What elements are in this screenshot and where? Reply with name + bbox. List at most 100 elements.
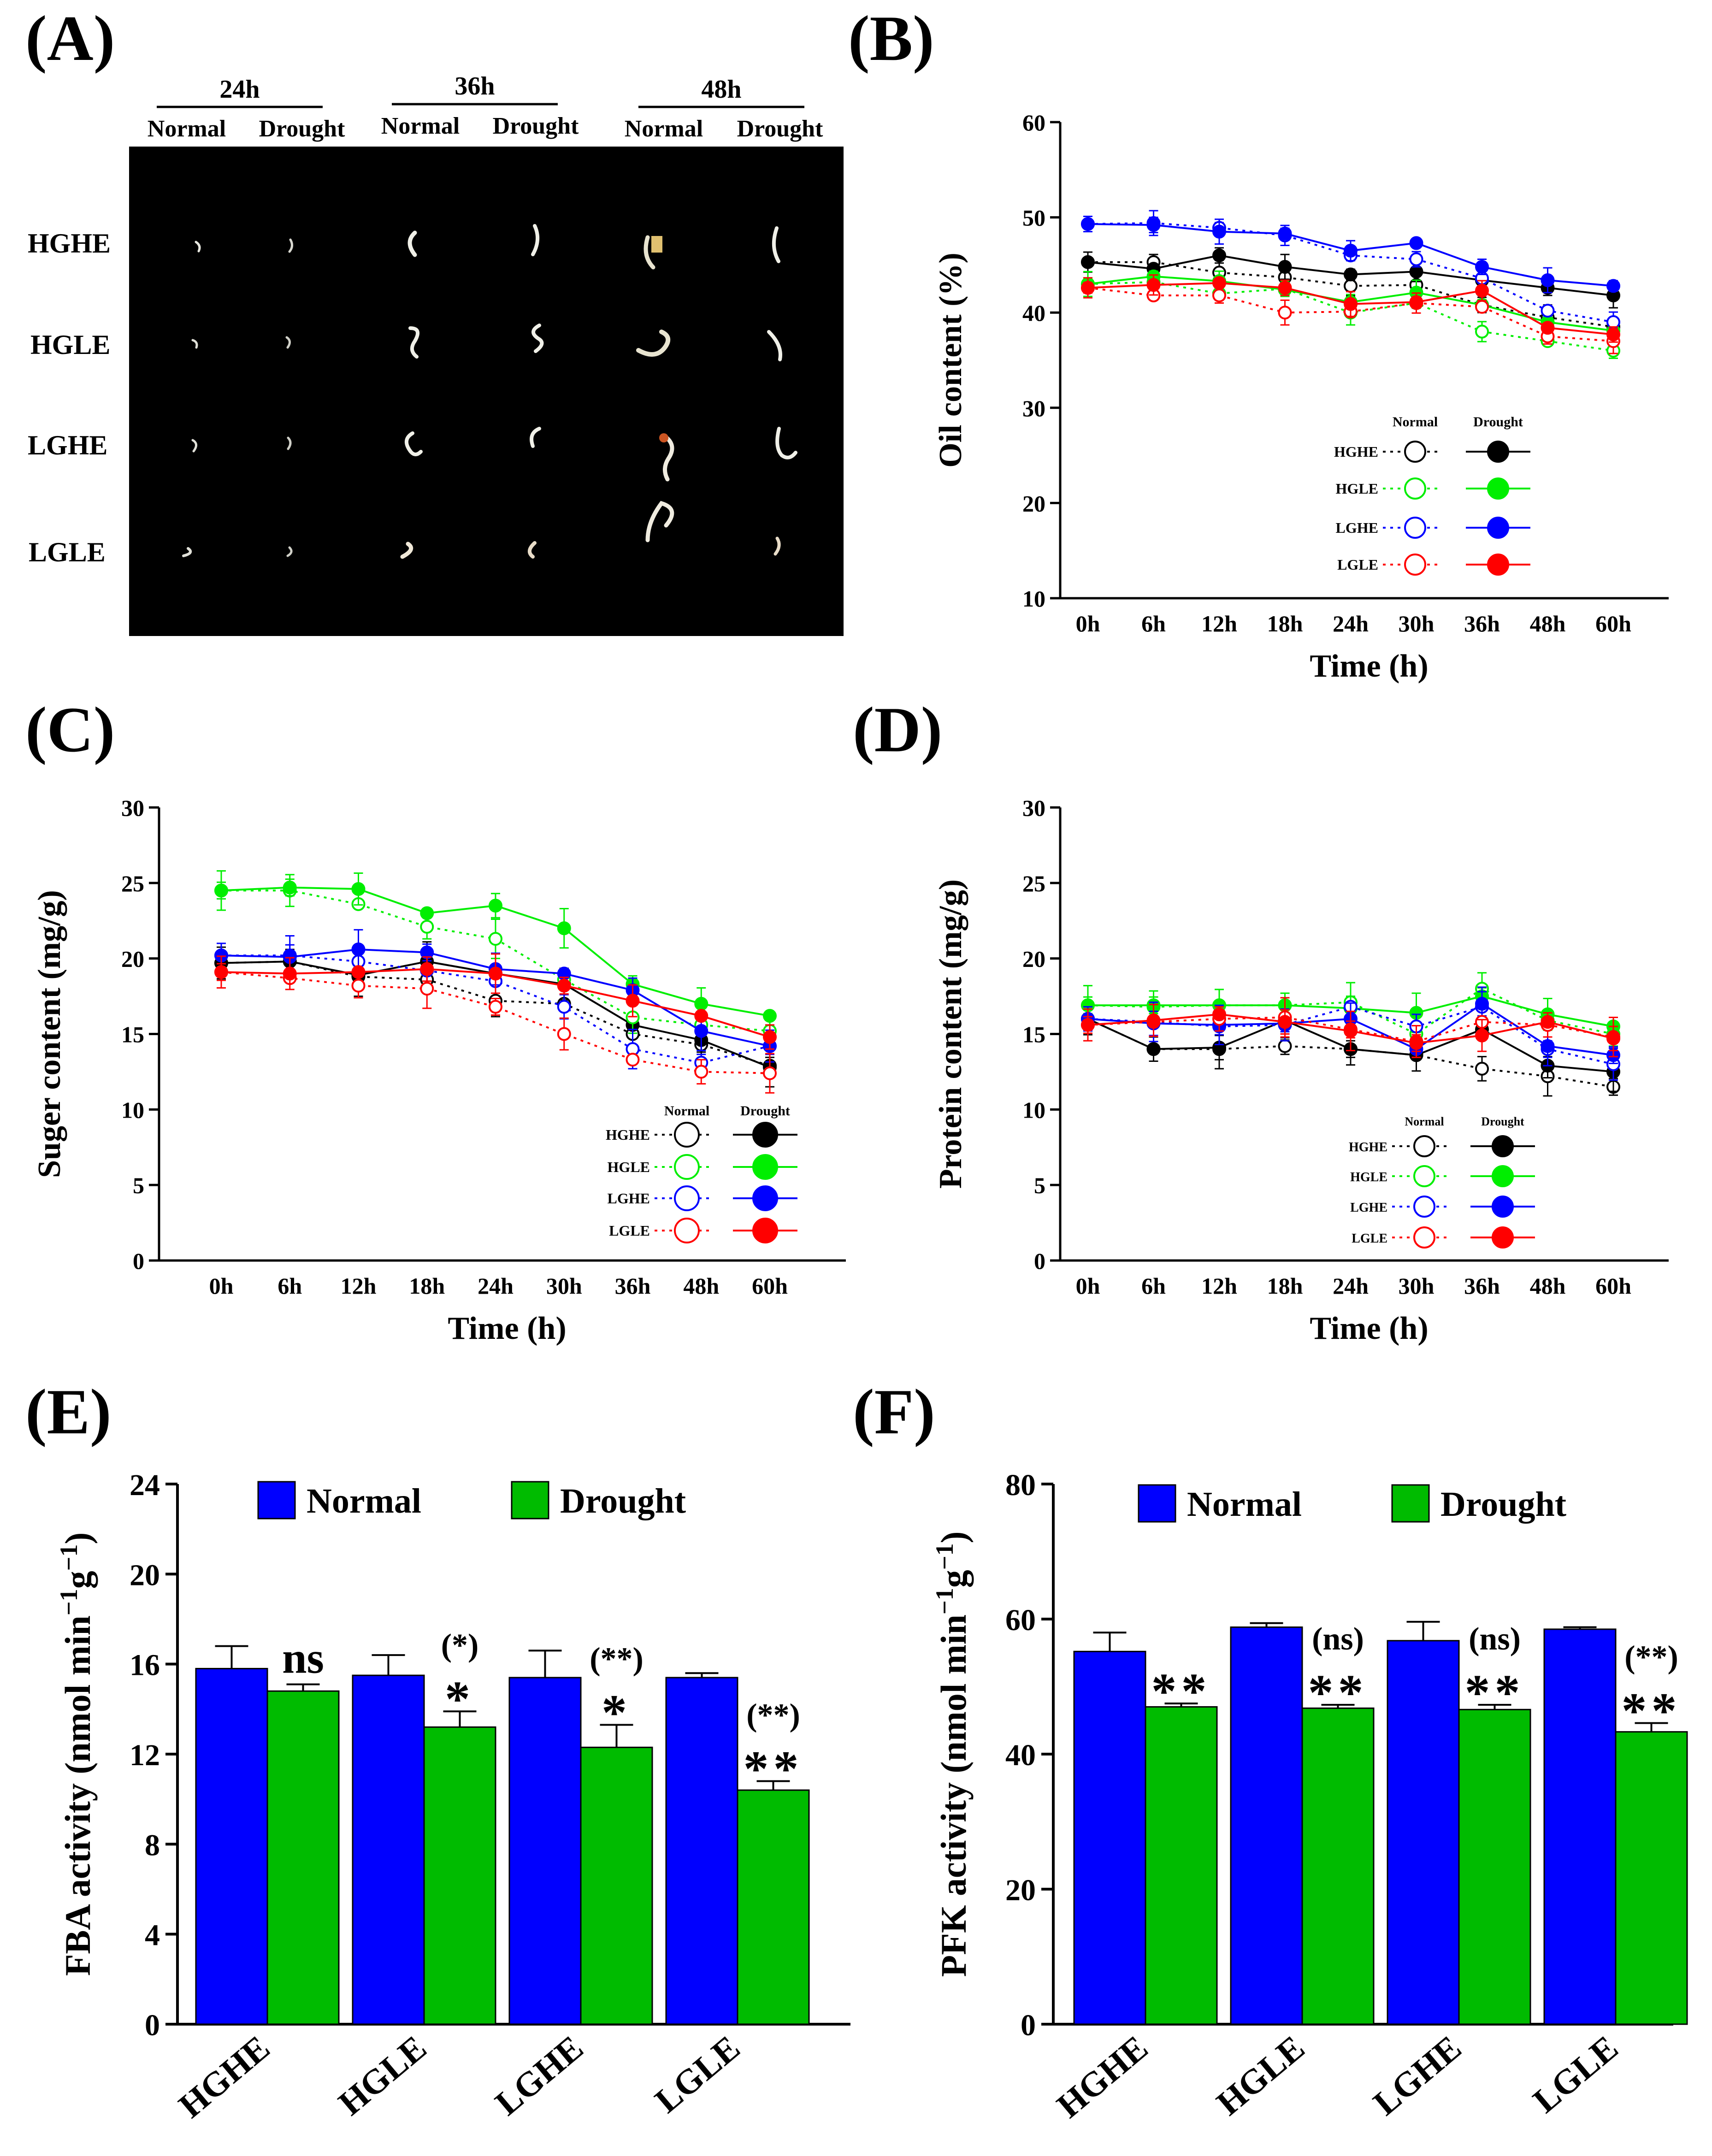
data-point-lgle-drought <box>1146 278 1161 292</box>
data-point-lghe-drought <box>1606 279 1620 293</box>
data-point-lgle-normal <box>1278 306 1292 320</box>
data-point-lghe-drought <box>694 1024 708 1038</box>
significance-annotation: (ns) <box>1312 1621 1364 1657</box>
data-point-lgle-normal <box>694 1065 708 1079</box>
y-axis-title-part: −1 <box>55 1589 83 1615</box>
bar-drought-hghe <box>266 1690 340 2025</box>
legend-header-drought: Drought <box>1481 1115 1524 1128</box>
x-tick-label: 24h <box>1333 1273 1369 1299</box>
data-point-lgle-drought <box>1409 1036 1423 1050</box>
significance-annotation: (*) <box>441 1628 479 1663</box>
significance-annotation: (**) <box>1624 1640 1678 1675</box>
data-point-lgle-drought <box>763 1030 777 1044</box>
y-axis-title-part: −1 <box>931 1588 958 1614</box>
seedling <box>191 439 197 453</box>
data-point-lgle-drought <box>1212 276 1226 290</box>
seedling <box>405 431 423 456</box>
legend-label-hghe: HGHE <box>1349 1140 1387 1155</box>
bar-normal-hghe <box>1073 1650 1146 2025</box>
y-tick-label: 0 <box>145 2009 160 2042</box>
y-tick-label: 30 <box>1022 395 1045 421</box>
significance-annotation: ** <box>1465 1664 1525 1720</box>
data-point-lghe-drought <box>1541 1039 1555 1053</box>
seedling <box>775 427 797 459</box>
data-point-lgle-drought <box>351 965 366 979</box>
data-point-hghe-drought <box>1212 248 1226 263</box>
y-axis-title-part: PFK activity (nmol min <box>933 1614 974 1977</box>
panel-letter-f: (F) <box>853 1376 935 1448</box>
row-label-lgle: LGLE <box>29 537 106 567</box>
legend-marker-drought <box>752 1185 778 1211</box>
series-line-hghe-normal <box>1088 261 1614 328</box>
data-point-hgle-normal <box>1475 324 1489 339</box>
bar-drought-lghe <box>1458 1708 1531 2025</box>
x-tick-label: 30h <box>546 1273 582 1299</box>
x-tick-label: 18h <box>409 1273 445 1299</box>
time-header-48h: 48h <box>701 75 741 104</box>
x-tick-label: 60h <box>1595 1273 1631 1299</box>
x-tick-label: 48h <box>683 1273 719 1299</box>
data-point-lgle-normal <box>420 982 434 996</box>
seedling <box>400 542 413 559</box>
row-label-hgle: HGLE <box>30 330 110 360</box>
data-point-hgle-drought <box>351 882 366 896</box>
data-point-lghe-drought <box>1278 226 1292 241</box>
x-tick-label: 30h <box>1399 611 1435 636</box>
significance-annotation: ** <box>1622 1683 1682 1739</box>
bar-normal-lgle <box>665 1677 738 2025</box>
time-header-24h: 24h <box>219 75 260 104</box>
row-label-hghe: HGHE <box>28 228 111 259</box>
panel-letter-e: (E) <box>25 1376 112 1448</box>
y-tick-label: 20 <box>1022 946 1045 972</box>
data-point-lghe-drought <box>1409 236 1423 250</box>
legend-marker-drought <box>752 1154 778 1180</box>
data-point-lgle-drought <box>1278 281 1292 295</box>
y-tick-label: 25 <box>121 871 144 896</box>
data-point-lghe-normal <box>557 1000 571 1014</box>
y-tick-label: 20 <box>1005 1873 1036 1907</box>
x-tick-label: 36h <box>615 1273 651 1299</box>
y-axis-title-part: −1 <box>55 1544 83 1571</box>
seedling <box>191 339 198 349</box>
y-tick-label: 10 <box>121 1097 144 1123</box>
legend-marker-drought <box>1487 517 1509 539</box>
data-point-lgle-drought <box>1606 1031 1620 1046</box>
seedling-photo <box>129 147 844 636</box>
chart-panel-c: 0 5 10 15 20 25 30 0h 6h 12h 18h 24h 30h 36h 48h 60h Tim… <box>32 795 846 1346</box>
data-point-lgle-drought <box>1606 327 1620 342</box>
legend: Normal Drought HGHE HGLE LGHE LGLE <box>1349 1115 1535 1249</box>
legend-marker-drought <box>752 1218 778 1243</box>
seedling <box>195 241 201 253</box>
data-point-hgle-normal <box>420 919 434 934</box>
legend-label-drought: Drought <box>560 1482 686 1520</box>
legend-marker-drought <box>1492 1165 1514 1187</box>
legend-header-normal: Normal <box>664 1103 709 1119</box>
y-axis-title: Protein content (mg/g) <box>933 879 968 1189</box>
seedling <box>287 436 292 450</box>
seedling <box>285 336 291 349</box>
x-tick-label: 12h <box>1201 611 1237 636</box>
bar-normal-hgle <box>352 1674 425 2025</box>
y-axis-title-part: ) <box>933 1532 974 1543</box>
chart-panel-b: 10 20 30 40 50 60 0h 6h 12h 18h 24h 30h 36h 48h 60h Tim… <box>933 110 1669 684</box>
seedling-seed <box>651 236 662 253</box>
data-point-hgle-drought <box>763 1009 777 1023</box>
data-point-lgle-drought <box>1344 1024 1358 1038</box>
y-tick-label: 60 <box>1022 110 1045 135</box>
legend-header-normal: Normal <box>1393 414 1438 430</box>
data-point-lghe-drought <box>1541 273 1555 287</box>
bar-drought-lgle <box>737 1789 810 2025</box>
data-point-lgle-normal <box>1475 300 1489 314</box>
legend-swatch-normal <box>1138 1484 1176 1523</box>
legend: Normal Drought HGHE HGLE LGHE LGLE <box>1334 414 1530 576</box>
y-tick-label: 60 <box>1005 1603 1036 1637</box>
legend-marker-drought <box>1487 441 1509 463</box>
data-point-hghe-normal <box>1344 279 1358 293</box>
data-point-lghe-drought <box>351 943 366 957</box>
condition-label-normal: Normal <box>381 113 460 139</box>
y-tick-label: 20 <box>121 946 144 972</box>
bar-drought-hghe <box>1145 1706 1218 2025</box>
legend-label-normal: Normal <box>1187 1485 1302 1524</box>
seedling <box>643 235 655 270</box>
x-tick-label: 24h <box>478 1273 514 1299</box>
